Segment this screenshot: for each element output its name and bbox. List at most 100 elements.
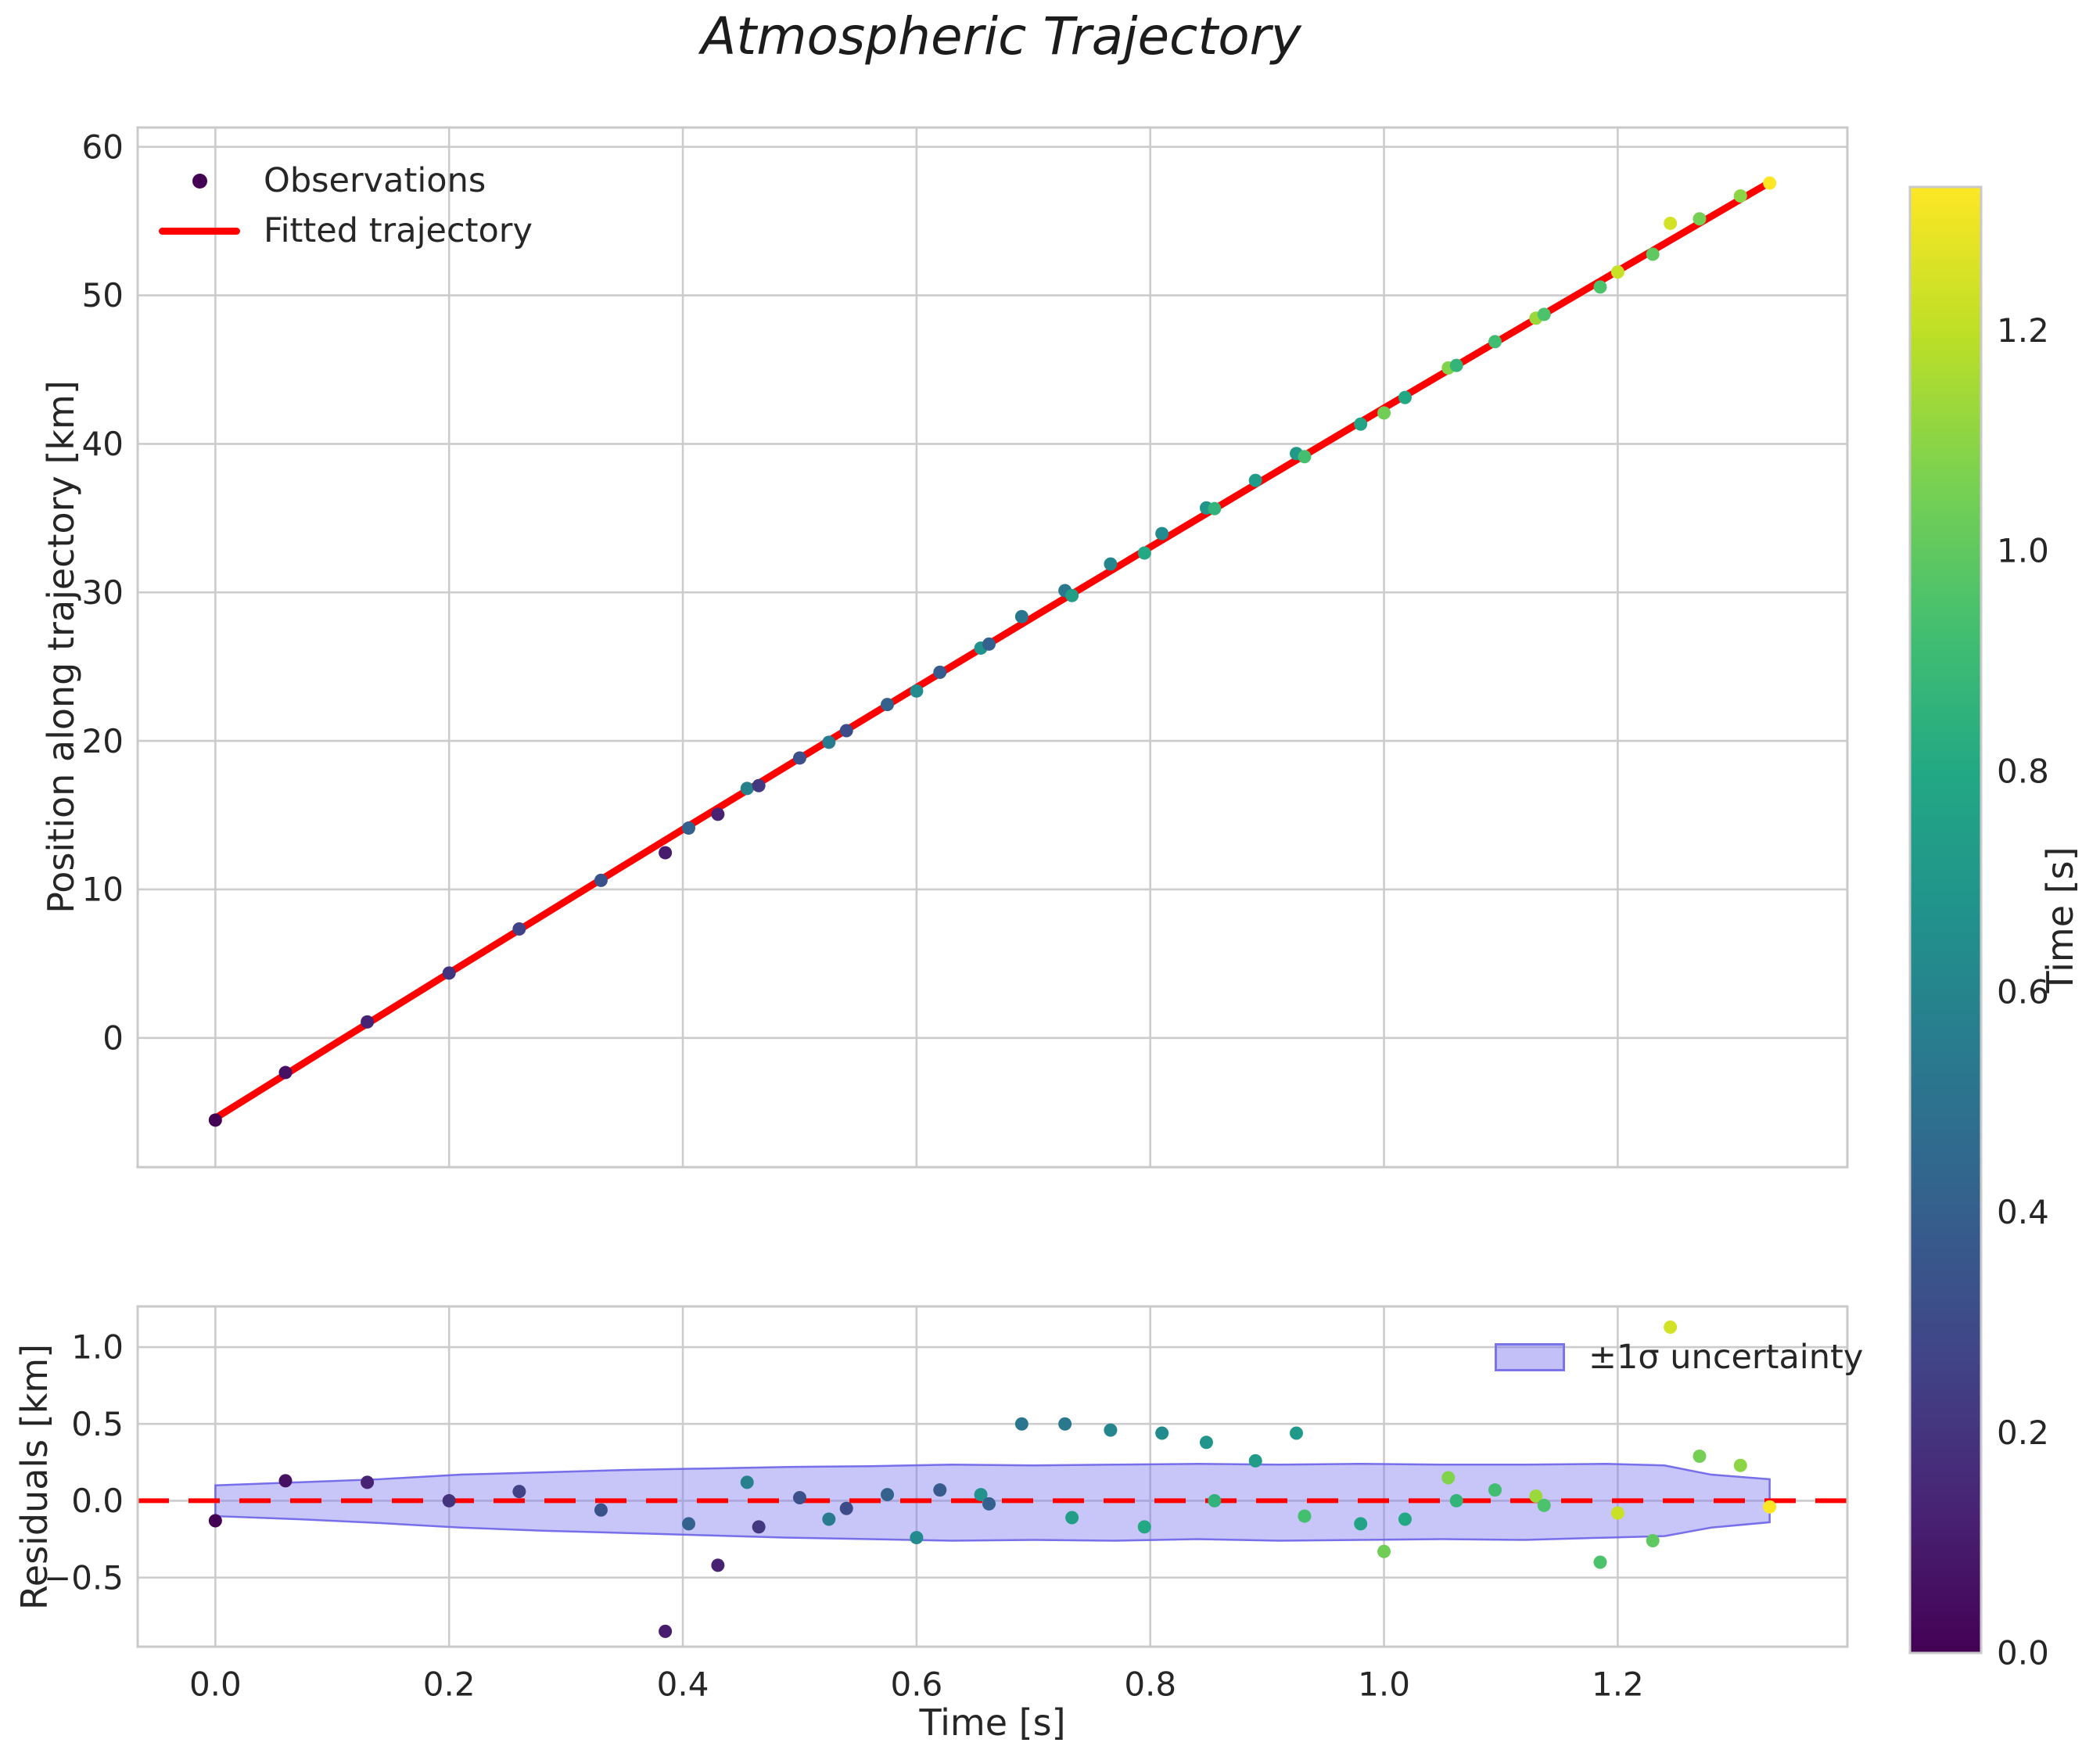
residual-point [1208, 1493, 1222, 1507]
observation-point [1065, 588, 1079, 602]
residual-point [1377, 1544, 1391, 1558]
colorbar-tick-label: 1.0 [1997, 532, 2049, 570]
residual-legend: ±1σ uncertainty [1495, 1338, 1863, 1377]
colorbar-border [1908, 185, 1983, 1655]
residual-y-axis-label: Residuals [km] [13, 1343, 56, 1611]
residual-point [740, 1475, 754, 1489]
legend-fit-label: Fitted trajectory [264, 211, 533, 250]
observation-point [1354, 417, 1368, 431]
residual-point [822, 1512, 836, 1526]
x-tick-label: 0.6 [890, 1665, 942, 1704]
residual-point [1449, 1493, 1463, 1507]
residual-point [1137, 1520, 1151, 1534]
residual-point [1664, 1320, 1678, 1335]
residual-point [839, 1501, 853, 1515]
residual-point [1646, 1533, 1660, 1547]
residual-point [1065, 1511, 1079, 1525]
residual-point [1199, 1435, 1213, 1450]
residual-point [792, 1491, 806, 1505]
residual-point [1248, 1453, 1262, 1468]
observation-point [822, 735, 836, 749]
x-tick-label: 0.4 [657, 1665, 709, 1704]
residual-point [881, 1488, 895, 1502]
residual-point [594, 1503, 608, 1517]
colorbar-tick-label: 1.2 [1997, 311, 2049, 350]
residual-point [1298, 1509, 1312, 1523]
colorbar-tick-label: 0.6 [1997, 972, 2049, 1011]
residual-point [1593, 1555, 1607, 1569]
legend-uncertainty-label: ±1σ uncertainty [1588, 1338, 1864, 1377]
observation-point [1137, 546, 1151, 560]
observation-point [682, 821, 696, 835]
observation-point [839, 724, 853, 738]
observation-point [594, 873, 608, 887]
colorbar-gradient [1910, 187, 1981, 1653]
fitted-trajectory-line [211, 178, 1774, 1122]
main-y-tick-label: 50 [82, 276, 124, 314]
x-tick-label: 0.8 [1124, 1665, 1176, 1704]
observation-point [792, 751, 806, 765]
chart-title: Atmospheric Trajectory [701, 6, 1301, 66]
x-tick-label: 1.2 [1592, 1665, 1644, 1704]
legend-observations-label: Observations [264, 161, 486, 200]
residual-point [1398, 1512, 1412, 1526]
colorbar-tick-label: 0.4 [1997, 1193, 2049, 1231]
observation-point [512, 922, 526, 936]
observation-point [1593, 280, 1607, 294]
main-y-tick-label: 0 [102, 1019, 124, 1058]
observation-point [1014, 609, 1028, 623]
x-tick-label: 0.2 [423, 1665, 476, 1704]
observation-point [278, 1065, 293, 1080]
colorbar-tick-label: 0.2 [1997, 1414, 2049, 1452]
residual-point [1537, 1498, 1551, 1512]
observation-point [740, 781, 754, 796]
legend-marker-col [159, 173, 240, 189]
residual-point [1693, 1449, 1707, 1463]
residual-point [1488, 1483, 1502, 1497]
main-axes-border [136, 126, 1849, 1169]
residual-y-tick-label: 0.0 [71, 1482, 124, 1520]
observation-point [982, 637, 996, 651]
observation-point [1693, 212, 1707, 226]
residual-point [1104, 1423, 1118, 1437]
uncertainty-band-marker-icon [1495, 1343, 1565, 1371]
residual-point [1763, 1500, 1777, 1514]
residual-axes-border [136, 1305, 1849, 1648]
observation-point [1155, 526, 1169, 541]
colorbar-tick-label: 0.8 [1997, 752, 2049, 790]
main-y-tick-label: 10 [82, 871, 124, 909]
residual-point [711, 1558, 725, 1572]
main-y-tick-label: 40 [82, 425, 124, 463]
observation-point [1208, 501, 1222, 516]
observation-point [361, 1015, 375, 1029]
residual-point [752, 1520, 766, 1534]
residual-point [974, 1488, 988, 1502]
residual-point [278, 1474, 293, 1488]
observation-point [752, 778, 766, 792]
observation-point [208, 1113, 222, 1127]
observation-point [1488, 335, 1502, 349]
residual-point [682, 1517, 696, 1531]
observations-marker-icon [192, 173, 207, 189]
residual-point [659, 1624, 673, 1638]
observation-point [1449, 358, 1463, 372]
observation-point [933, 665, 947, 679]
main-y-tick-label: 20 [82, 722, 124, 760]
observation-point [1646, 247, 1660, 261]
residual-point [208, 1514, 222, 1528]
legend-marker-col [159, 227, 240, 235]
residual-point [933, 1483, 947, 1497]
observation-point [442, 966, 456, 980]
residual-point [1441, 1471, 1456, 1485]
x-tick-label: 1.0 [1358, 1665, 1410, 1704]
legend-row-observations: Observations [159, 156, 533, 206]
legend-row-fit: Fitted trajectory [159, 206, 533, 256]
main-y-tick-label: 60 [82, 128, 124, 166]
observation-point [1298, 450, 1312, 464]
residual-point [1014, 1417, 1028, 1431]
residual-y-tick-label: −0.5 [44, 1558, 124, 1597]
residual-y-tick-label: 0.5 [71, 1405, 124, 1443]
observation-point [1733, 189, 1747, 203]
